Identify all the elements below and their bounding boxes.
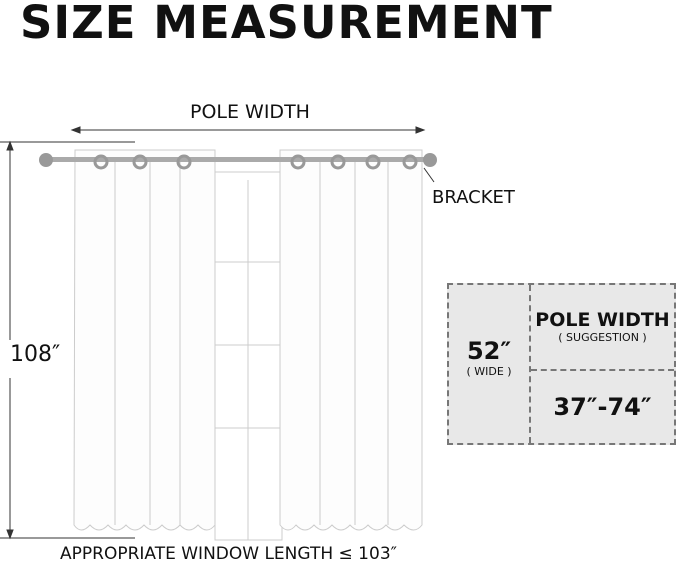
width-cell: 52″ ( WIDE ) [449,285,531,443]
width-value: 52″ [466,337,512,365]
width-note: ( WIDE ) [466,365,512,378]
pole-note: ( SUGGESTION ) [558,331,647,344]
pole-header-cell: POLE WIDTH ( SUGGESTION ) [531,285,674,371]
curtain-rod [39,153,437,170]
bracket-label: BRACKET [432,187,515,208]
dimension-lines [0,126,435,540]
pole-range: 37″-74″ [553,393,652,421]
pole-range-cell: 37″-74″ [531,371,674,443]
window [214,171,283,541]
curtains [73,149,423,531]
curtain-length-label: 108″ [10,342,61,367]
page-title: SIZE MEASUREMENT [20,0,553,49]
pole-width-label: POLE WIDTH [190,101,310,123]
pole-header: POLE WIDTH [535,309,670,331]
size-table: 52″ ( WIDE ) POLE WIDTH ( SUGGESTION ) 3… [447,283,676,445]
window-length-label: APPROPRIATE WINDOW LENGTH ≤ 103″ [60,544,397,564]
